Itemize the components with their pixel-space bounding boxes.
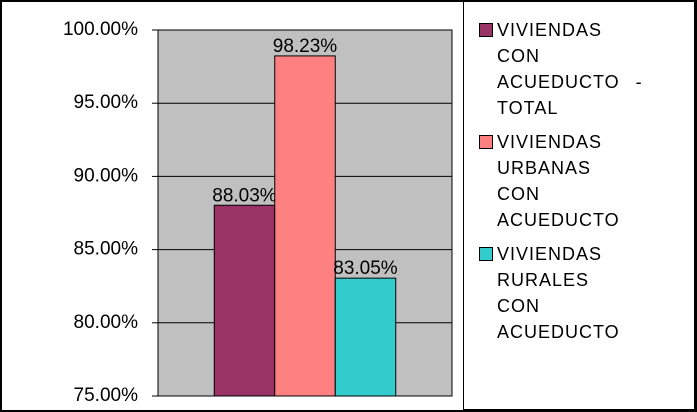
data-label: 83.05%	[333, 258, 398, 279]
y-tick-label: 80.00%	[74, 312, 139, 333]
y-tick-label: 75.00%	[74, 385, 139, 406]
bar	[274, 55, 336, 397]
y-tick-label: 90.00%	[74, 165, 139, 186]
data-label: 98.23%	[273, 36, 338, 57]
legend: VIVIENDAS CON ACUEDUCTO - TOTAL VIVIENDAS…	[463, 0, 695, 410]
legend-swatch	[479, 135, 493, 149]
y-tick-label: 100.00%	[63, 19, 138, 40]
y-tick-label: 85.00%	[74, 239, 139, 260]
y-tick-label: 95.00%	[74, 92, 139, 113]
legend-swatch	[479, 247, 493, 261]
legend-item: VIVIENDAS URBANAS CON ACUEDUCTO	[479, 129, 694, 233]
legend-label: VIVIENDAS URBANAS CON ACUEDUCTO	[497, 132, 620, 230]
legend-label: VIVIENDAS RURALES CON ACUEDUCTO	[497, 244, 620, 342]
bar	[334, 277, 397, 397]
legend-label: VIVIENDAS CON ACUEDUCTO - TOTAL	[497, 20, 643, 118]
legend-item: VIVIENDAS CON ACUEDUCTO - TOTAL	[479, 17, 694, 121]
data-label: 88.03%	[212, 185, 277, 206]
legend-swatch	[479, 23, 493, 37]
legend-item: VIVIENDAS RURALES CON ACUEDUCTO	[479, 241, 694, 345]
bar	[213, 204, 276, 397]
